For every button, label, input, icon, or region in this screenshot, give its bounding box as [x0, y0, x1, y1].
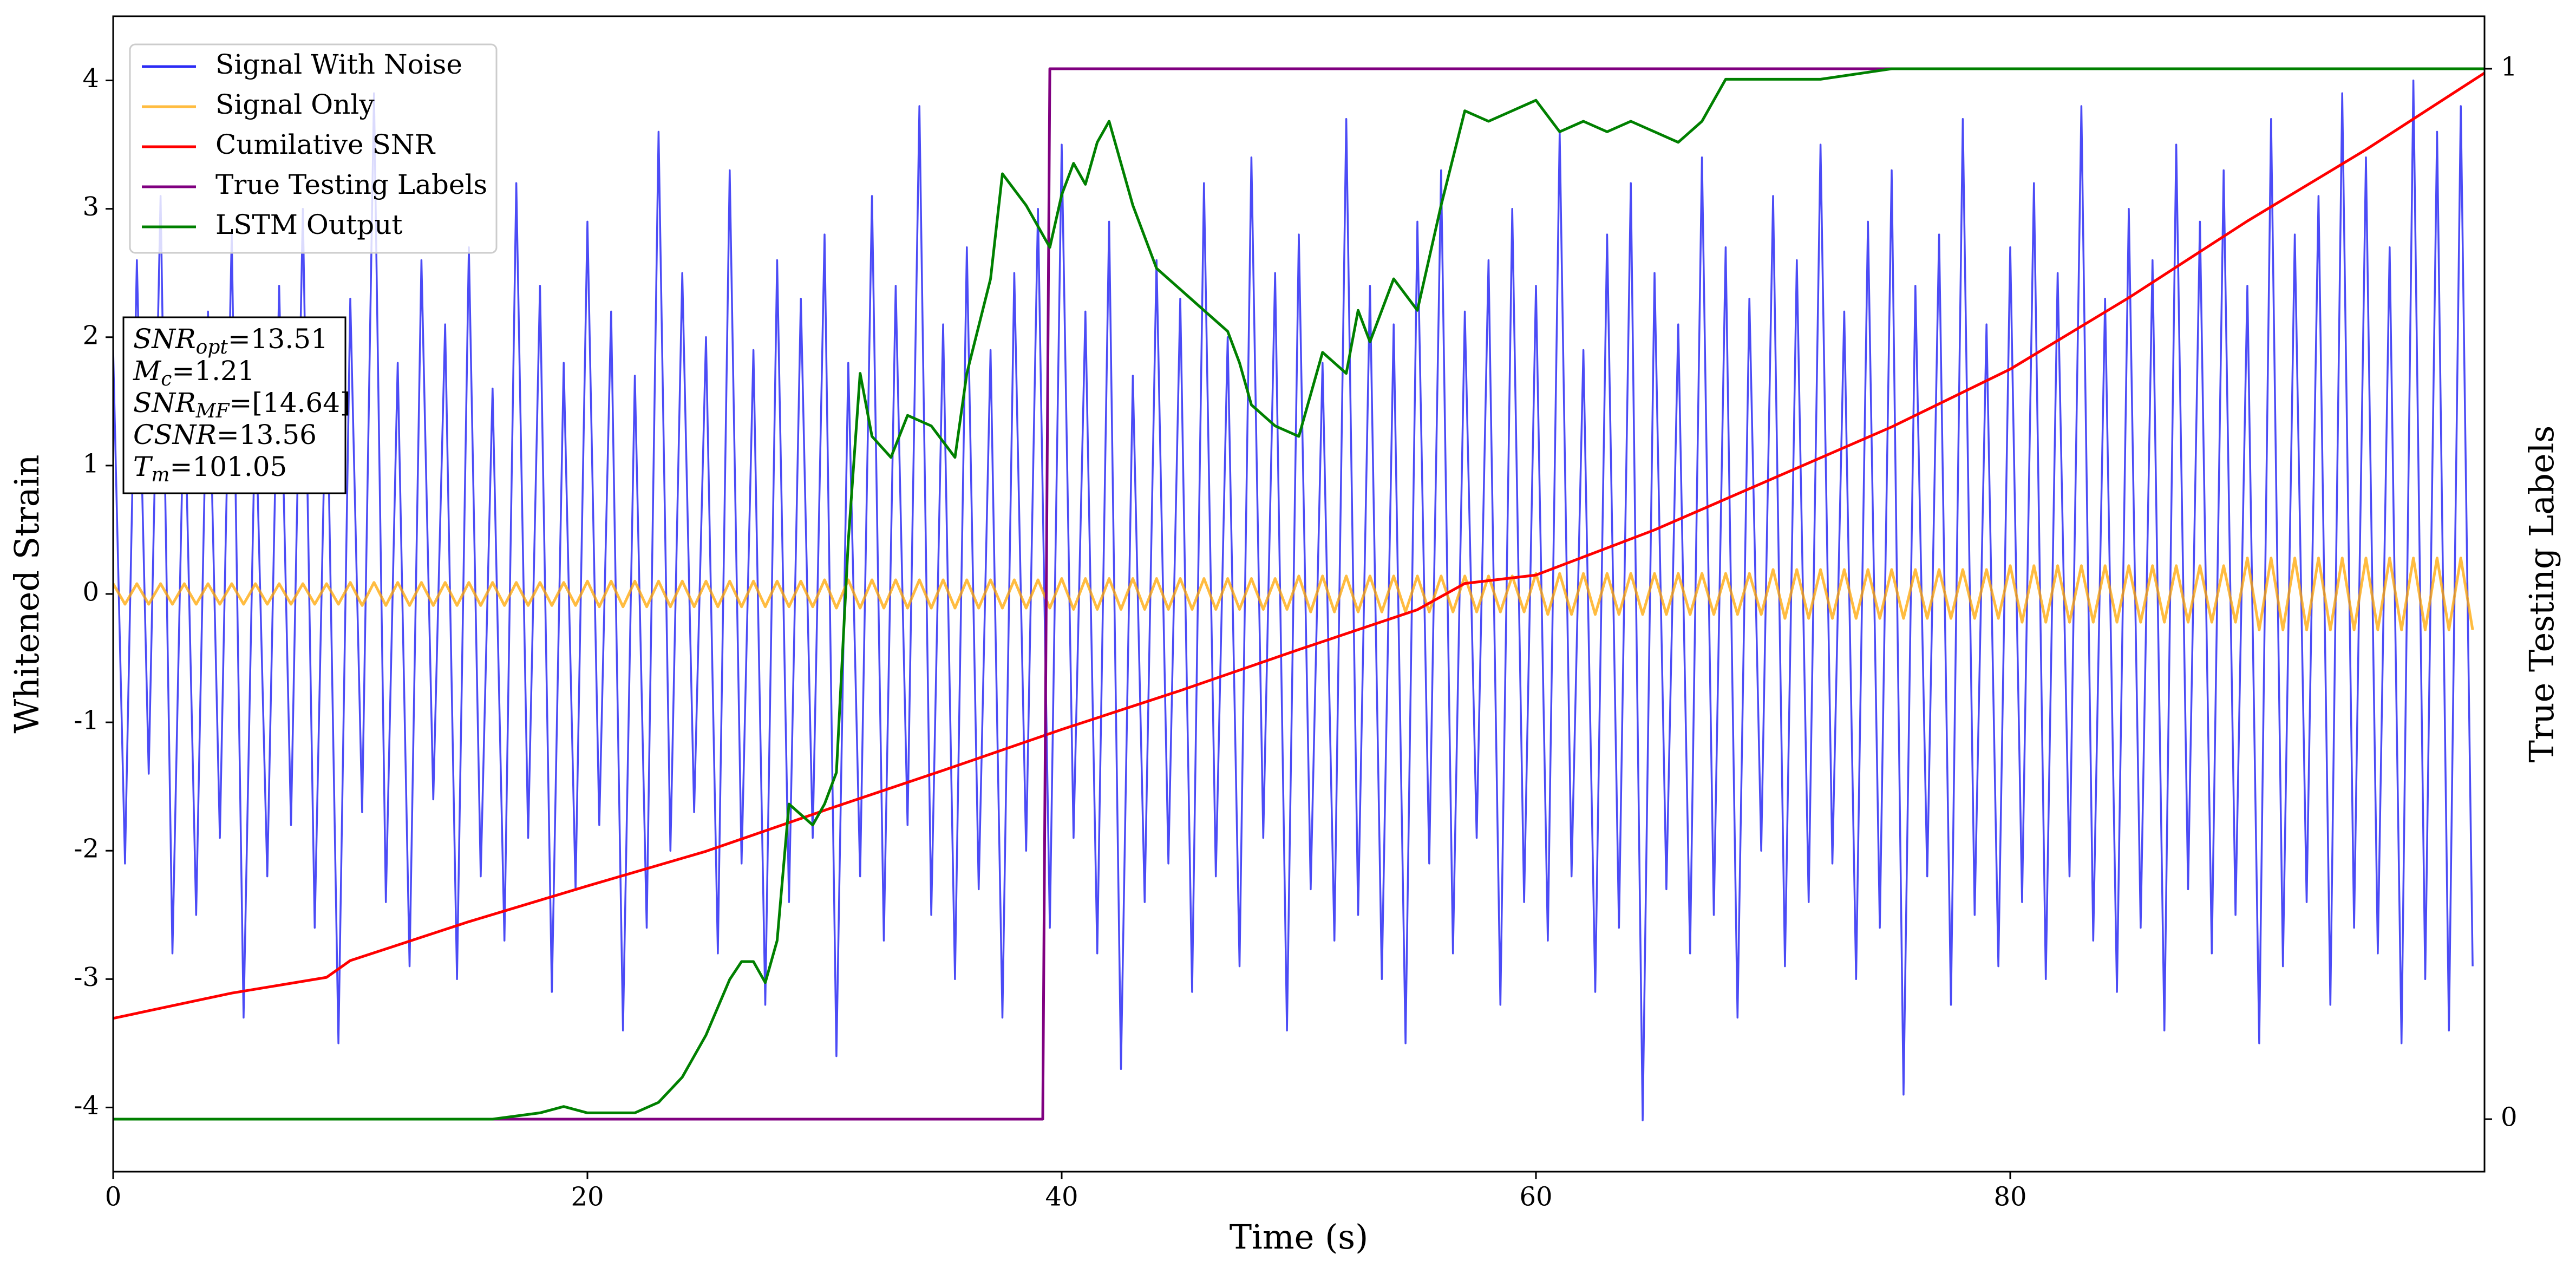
- x-tick-label: 80: [1993, 1182, 2026, 1212]
- legend-label: Signal With Noise: [215, 49, 462, 80]
- y-tick-label: 1: [82, 448, 99, 479]
- y-tick-label: -4: [74, 1090, 99, 1121]
- series-line: [113, 71, 2485, 1020]
- y-tick-label: -1: [74, 705, 99, 736]
- annotation-symbol: SNR: [133, 387, 196, 419]
- annotation-symbol: CSNR: [133, 419, 217, 450]
- y-tick-label: 4: [82, 63, 99, 94]
- y2-tick-label: 1: [2501, 52, 2518, 82]
- annotation-line: SNRMF=[14.64]: [133, 387, 351, 422]
- annotation-subscript: MF: [195, 400, 231, 422]
- annotation-symbol: T: [133, 451, 153, 482]
- y-tick-label: 2: [82, 320, 99, 350]
- annotation-symbol: SNR: [133, 323, 196, 355]
- y-axis-label: Whitened Strain: [7, 455, 47, 734]
- x-tick-label: 0: [105, 1182, 122, 1212]
- legend-label: Cumilative SNR: [215, 129, 435, 160]
- series-line: [113, 557, 2474, 631]
- y2-tick-label: 0: [2501, 1102, 2518, 1133]
- annotation-line: SNRopt=13.51: [133, 323, 328, 358]
- annotation-subscript: m: [151, 464, 169, 486]
- annotation-text: =[14.64]: [230, 387, 351, 419]
- annotation-line: Mc=1.21: [133, 355, 255, 390]
- legend-label: Signal Only: [215, 89, 375, 120]
- y-tick-label: -3: [74, 962, 99, 992]
- annotation-symbol: M: [133, 355, 162, 387]
- annotation-box: [122, 316, 346, 494]
- annotation-text: =101.05: [170, 451, 287, 482]
- annotation-text: =13.51: [228, 323, 328, 355]
- x-tick-label: 60: [1519, 1182, 1552, 1212]
- annotation-subscript: c: [161, 368, 172, 390]
- legend-label: True Testing Labels: [215, 169, 487, 200]
- annotation-text: =1.21: [172, 355, 254, 387]
- series-line: [113, 79, 2474, 1121]
- y-tick-label: 3: [82, 192, 99, 222]
- y-tick-label: 0: [82, 577, 99, 607]
- legend-label: LSTM Output: [215, 209, 402, 240]
- annotation-subscript: opt: [196, 336, 228, 358]
- series-line: [113, 67, 2485, 1121]
- x-axis-label: Time (s): [1230, 1217, 1369, 1257]
- y-tick-label: -2: [74, 834, 99, 864]
- y2-axis-label: True Testing Labels: [2522, 426, 2561, 763]
- annotation-line: Tm=101.05: [133, 451, 287, 486]
- x-tick-label: 20: [571, 1182, 604, 1212]
- annotation-line: CSNR=13.56: [133, 419, 317, 450]
- annotation-text: =13.56: [217, 419, 317, 450]
- x-tick-label: 40: [1045, 1182, 1078, 1212]
- plot-area: [113, 67, 2485, 1121]
- legend-frame: [129, 43, 498, 254]
- series-line: [113, 67, 2485, 1121]
